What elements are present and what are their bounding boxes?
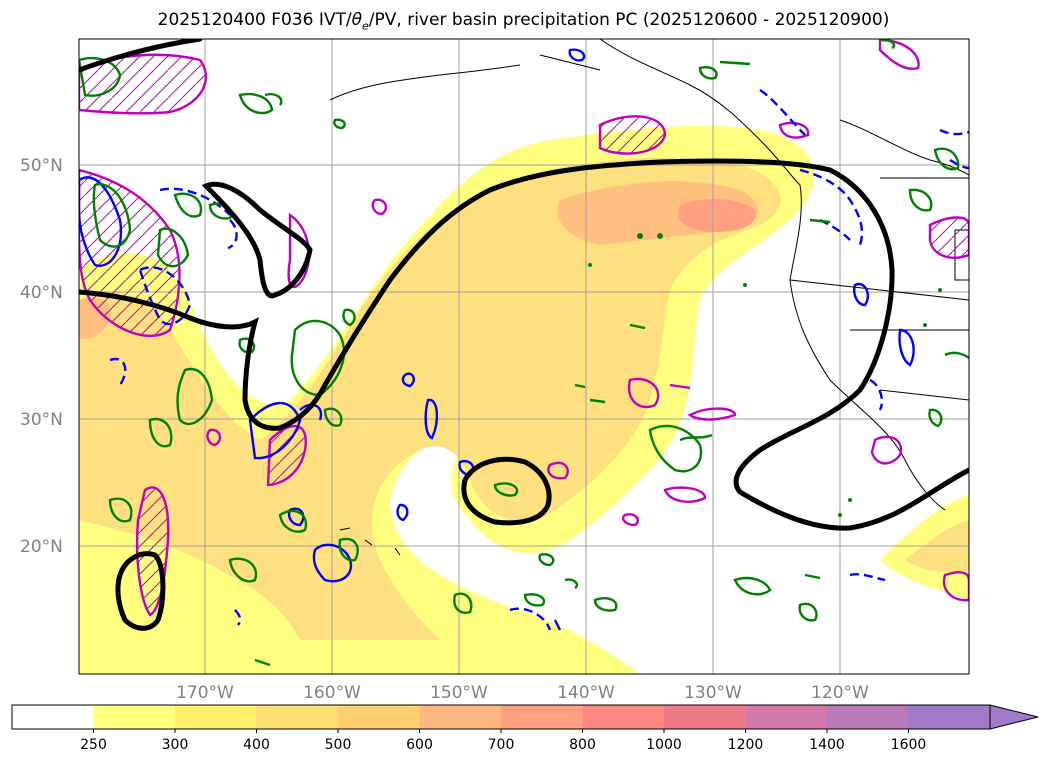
lon-label: 130°W <box>684 683 742 703</box>
colorbar-segment <box>908 705 991 729</box>
green-contours <box>79 39 969 667</box>
colorbar-segment <box>745 705 828 729</box>
colorbar-segment <box>664 705 746 729</box>
lat-label: 20°N <box>20 537 63 557</box>
lat-label: 40°N <box>20 283 63 303</box>
colorbar: 250 300 400 500 600 700 800 1000 1200 1400 1600 <box>11 704 1039 753</box>
lat-label: 50°N <box>20 156 63 176</box>
colorbar-extend-arrow <box>989 704 1039 730</box>
map-area <box>79 39 969 674</box>
colorbar-segment <box>256 705 339 729</box>
colorbar-tick-label: 600 <box>406 737 433 753</box>
colorbar-tick-label: 800 <box>569 737 596 753</box>
colorbar-tick-label: 300 <box>162 737 189 753</box>
coastline <box>329 39 969 556</box>
colorbar-segment <box>338 705 420 729</box>
lon-label: 140°W <box>557 683 615 703</box>
colorbar-tick-label: 700 <box>488 737 515 753</box>
colorbar-tick-label: 400 <box>243 737 270 753</box>
lon-label: 120°W <box>811 683 869 703</box>
colorbar-tick-label: 1400 <box>809 737 845 753</box>
longitude-labels: 170°W 160°W 150°W 140°W 130°W 120°W <box>176 683 869 703</box>
lon-label: 170°W <box>176 683 234 703</box>
lon-label: 150°W <box>430 683 488 703</box>
colorbar-tick-label: 500 <box>325 737 352 753</box>
colorbar-segment <box>419 705 502 729</box>
colorbar-tick-label: 250 <box>80 737 107 753</box>
colorbar-tick-label: 1600 <box>891 737 927 753</box>
lon-label: 160°W <box>303 683 361 703</box>
map-frame <box>78 38 970 675</box>
colorbar-segment <box>827 705 909 729</box>
blue-contours <box>79 48 969 631</box>
colorbar-tick-label: 1200 <box>728 737 764 753</box>
chart-title: 2025120400 F036 IVT/θe/PV, river basin p… <box>157 10 890 33</box>
theta-e-contours <box>79 39 969 631</box>
lat-label: 30°N <box>20 410 63 430</box>
small-features <box>588 233 942 517</box>
colorbar-segment <box>12 705 94 729</box>
latitude-labels: 50°N 40°N 30°N 20°N <box>20 156 63 557</box>
colorbar-tick-label: 1000 <box>646 737 682 753</box>
colorbar-segment <box>501 705 583 729</box>
colorbar-segment <box>582 705 665 729</box>
colorbar-segment <box>93 705 176 729</box>
colorbar-segment <box>175 705 257 729</box>
